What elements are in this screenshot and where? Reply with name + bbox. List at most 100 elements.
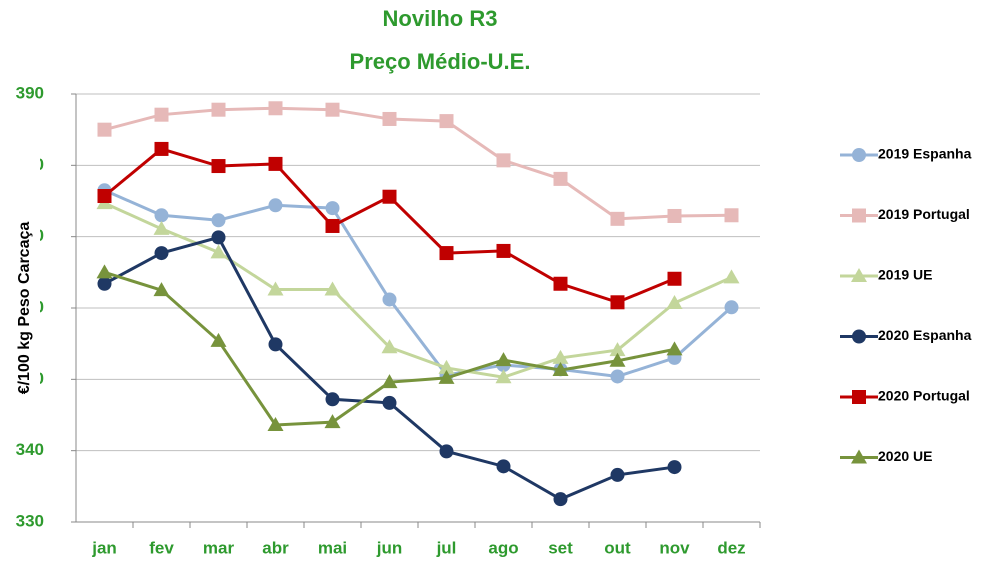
data-point [382,292,397,307]
y-tick-label: 330 [16,511,44,530]
y-axis-title: €/100 kg Peso Carcaça [16,222,33,395]
legend-label: 2019 Portugal [878,206,970,222]
data-point [723,269,740,284]
data-point [552,362,569,377]
legend-marker [852,329,866,344]
legend-label: 2019 Espanha [878,146,972,162]
data-point [382,189,397,204]
data-point [381,339,398,354]
data-point [97,122,112,137]
data-point [610,211,625,226]
data-point [210,244,227,259]
data-point [211,213,226,228]
data-point [211,102,226,117]
y-tick-label: 390 [16,83,44,102]
data-point [439,444,454,459]
data-point [724,300,739,315]
legend-marker [851,449,867,464]
data-point [325,218,340,233]
data-point [667,271,682,286]
x-tick-label: out [604,538,631,557]
data-point [268,337,283,352]
series-line [103,201,733,379]
legend-label: 2020 UE [878,448,932,464]
x-tick-label: jan [91,538,117,557]
y-tick-label: 340 [16,440,44,459]
y-label-bg [10,150,40,418]
data-point [382,395,397,410]
data-point [666,341,683,356]
x-tick-label: nov [659,538,690,557]
data-point [439,114,454,129]
data-point [553,276,568,291]
data-point [267,281,284,296]
data-point [610,467,625,482]
data-point [382,111,397,126]
x-tick-label: dez [717,538,745,557]
data-point [268,198,283,213]
legend-label: 2020 Espanha [878,327,972,343]
x-tick-label: mar [203,538,235,557]
x-tick-label: ago [488,538,518,557]
data-point [97,276,112,291]
data-point [268,156,283,171]
data-point [325,201,340,216]
data-point [438,359,455,374]
data-point [325,102,340,117]
data-point [324,281,341,296]
data-point [381,374,398,389]
data-point [325,392,340,407]
data-point [154,208,169,223]
x-tick-label: set [548,538,573,557]
data-point [154,246,169,261]
data-point [666,295,683,310]
data-point [267,416,284,431]
legend-marker [852,148,866,162]
data-point [667,208,682,223]
data-point [552,349,569,364]
chart-subtitle: Preço Médio-U.E. [350,49,531,74]
legend-marker [852,208,866,223]
data-point [496,459,511,474]
data-point [268,101,283,116]
data-point [153,282,170,297]
x-tick-label: mai [318,538,347,557]
data-point [97,189,112,204]
data-point [324,414,341,429]
series-line [103,188,733,379]
legend-label: 2020 Portugal [878,388,970,404]
series-line [103,235,675,501]
data-point [154,107,169,122]
data-point [438,369,455,384]
data-point [439,246,454,261]
chart-title: Novilho R3 [383,6,498,31]
data-point [96,264,113,279]
series-line [104,106,732,221]
data-point [154,141,169,156]
data-point [610,295,625,310]
legend-marker [851,268,867,282]
series-line [103,147,676,304]
data-point [553,171,568,186]
x-tick-label: abr [262,538,289,557]
data-point [211,159,226,174]
data-point [495,352,512,367]
data-point [496,243,511,258]
legend-marker [852,390,866,404]
data-point [609,352,626,367]
data-point [496,153,511,168]
data-point [211,230,226,245]
x-tick-label: fev [149,538,174,557]
legend-label: 2019 UE [878,267,932,283]
data-point [553,492,568,507]
data-point [153,220,170,235]
data-point [210,332,227,347]
x-tick-label: jun [376,538,403,557]
data-point [495,369,512,384]
data-point [610,369,625,384]
data-point [724,208,739,223]
x-tick-label: jul [436,538,457,557]
data-point [609,342,626,357]
data-point [667,460,682,475]
